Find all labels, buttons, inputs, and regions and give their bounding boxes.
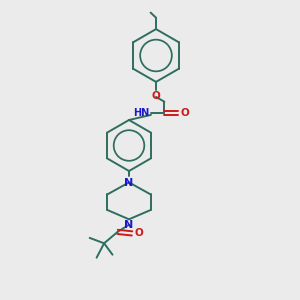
Text: N: N bbox=[124, 178, 134, 188]
Text: O: O bbox=[180, 108, 189, 118]
Text: O: O bbox=[152, 91, 160, 101]
Text: O: O bbox=[134, 228, 143, 239]
Text: HN: HN bbox=[133, 107, 149, 118]
Text: N: N bbox=[124, 220, 134, 230]
